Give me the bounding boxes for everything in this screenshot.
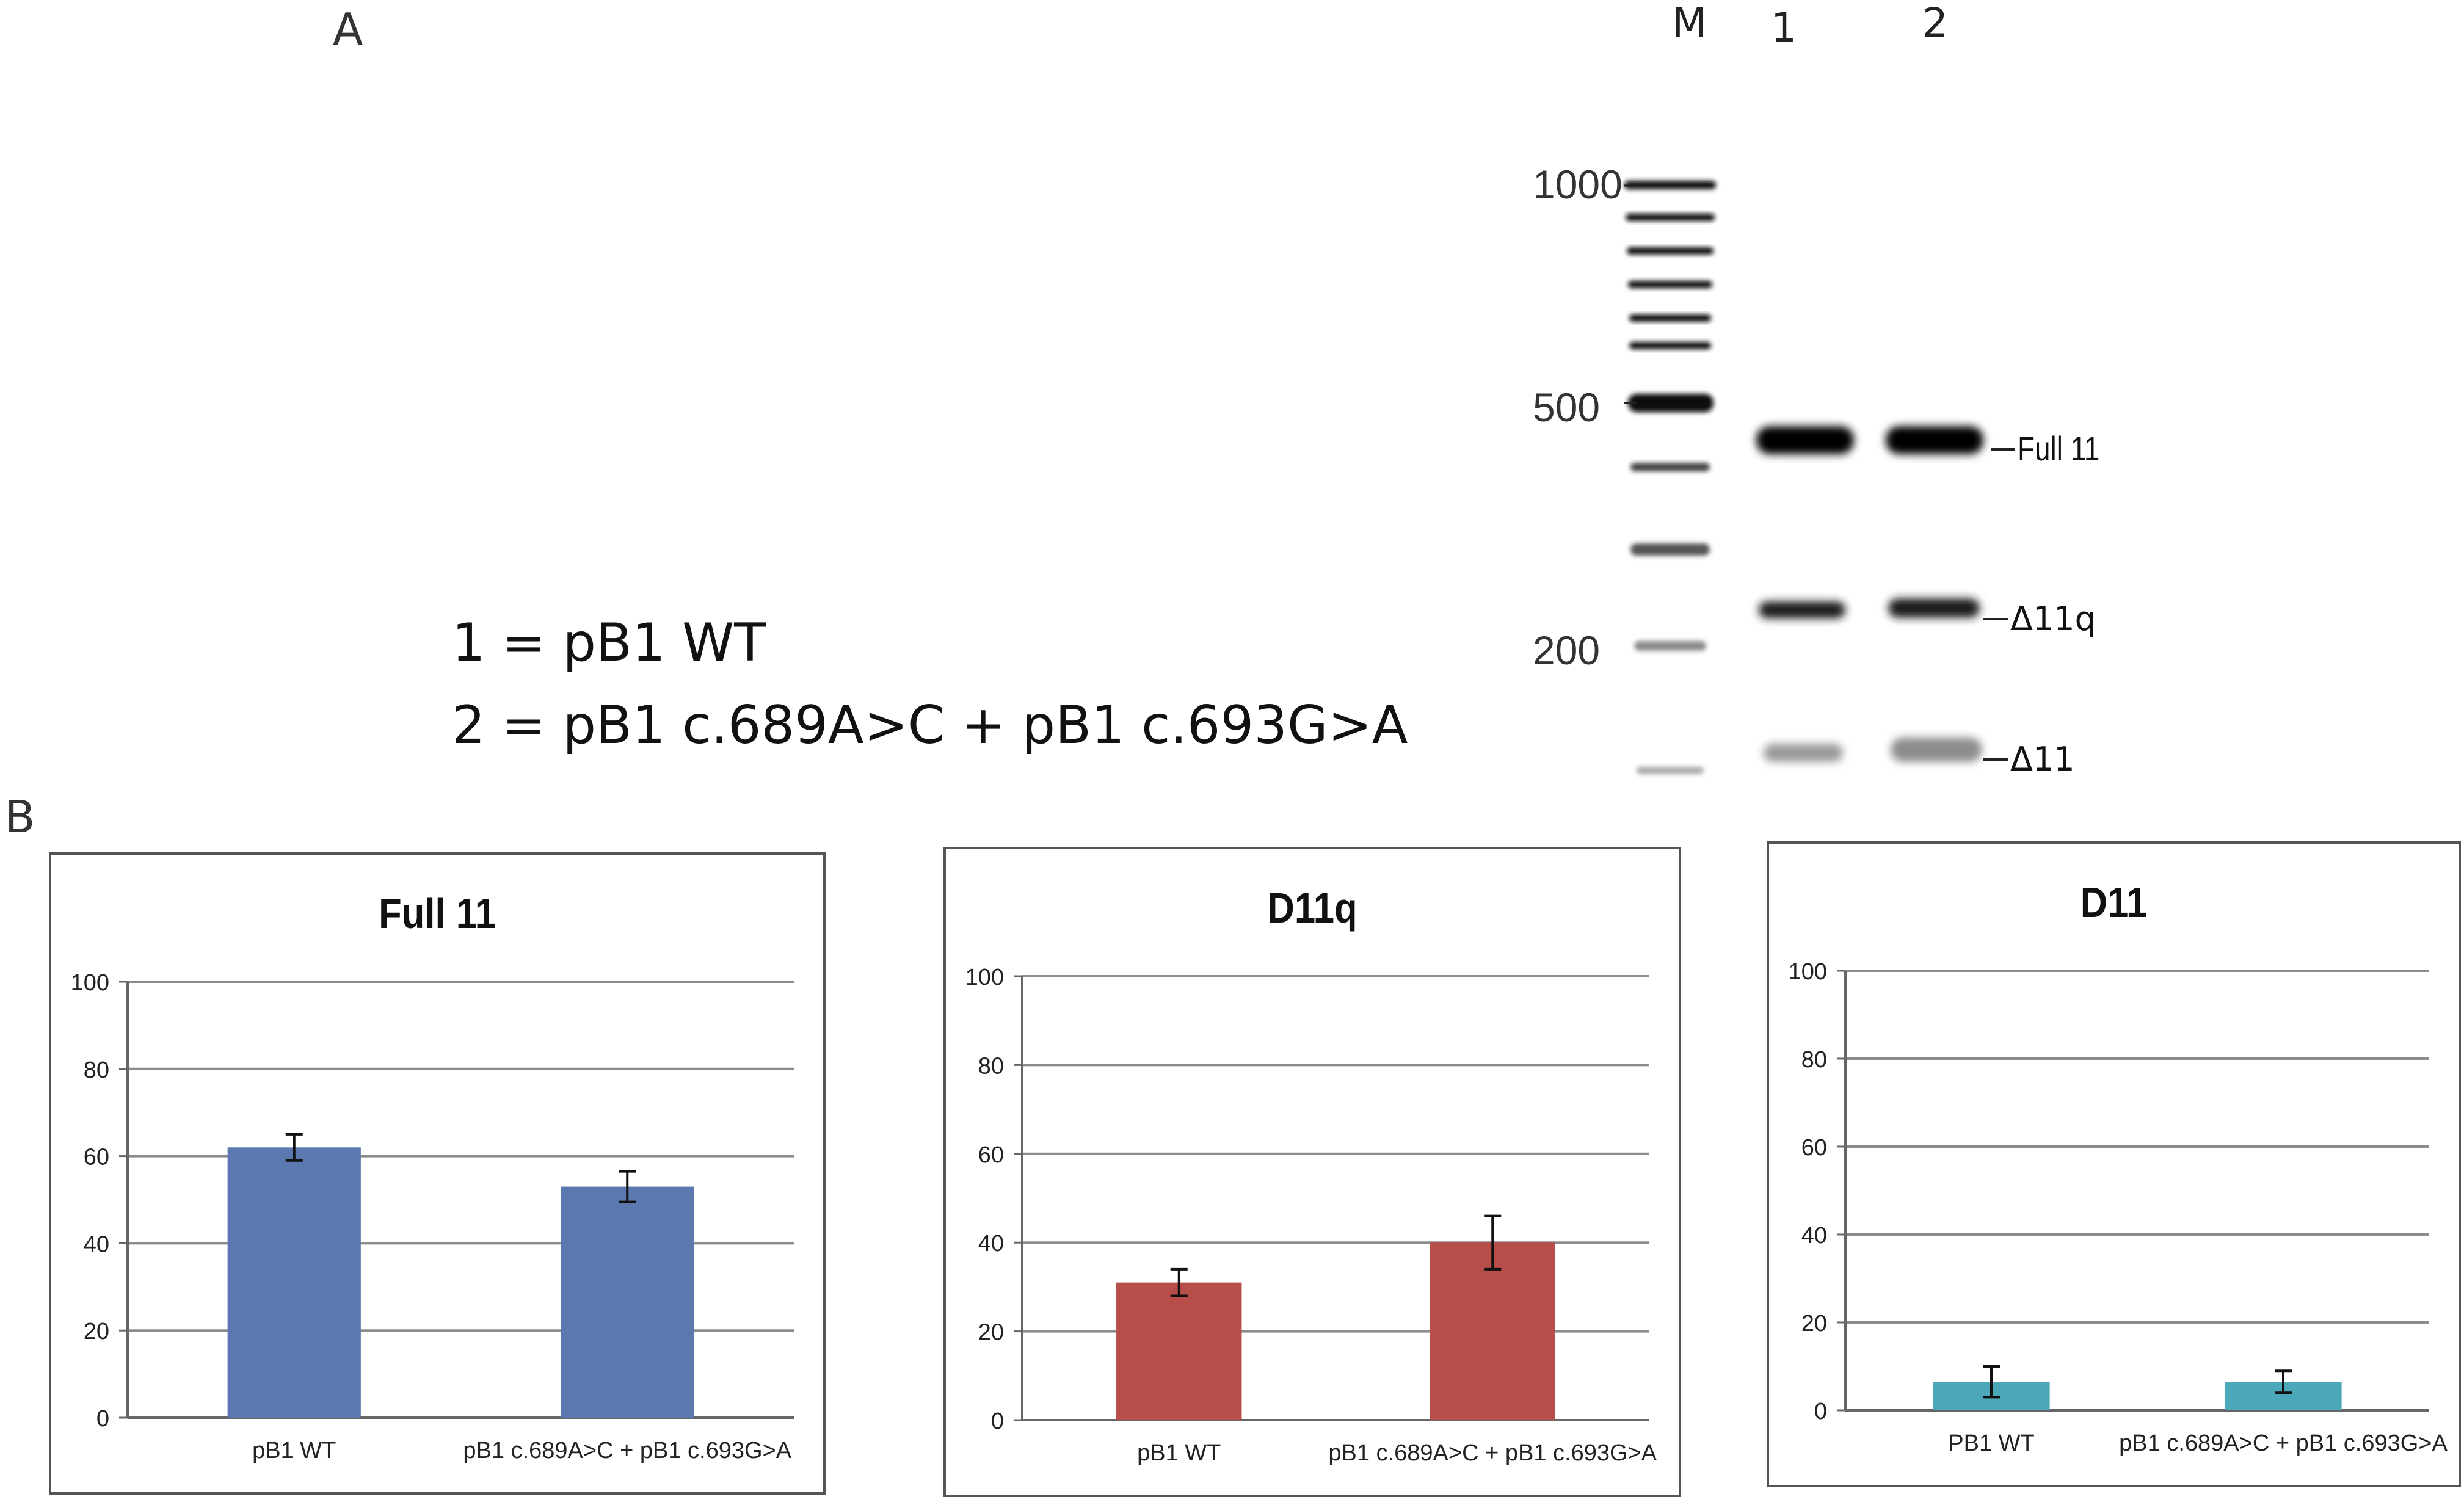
error-bar [1983,1365,2000,1399]
x-category-label: pB1 WT [252,1438,336,1463]
chart-d11: D11 0 20 40 60 80 100 PB1 WT pB1 c.689A>C + pB1 … [1767,841,2461,1487]
chart-d11q-svg: D11q 0 20 40 60 80 100 pB1 WT pB1 c.689A>C + pB1… [965,883,1657,1466]
gel-lane-label-2: 2 [1922,0,1948,46]
chart-full11: Full 11 0 20 40 60 80 100 pB1 WT pB1 c.689A>C + … [49,852,826,1495]
gel-lane-2 [1886,426,1983,762]
gel-band-label-d11q: Δ11q [2010,600,2096,638]
x-category-label: PB1 WT [1948,1431,2034,1456]
y-tick-label: 80 [1801,1047,1827,1073]
gel-ladder-lane [1624,181,1716,774]
error-bar [619,1170,636,1203]
x-category-label: pB1 c.689A>C + pB1 c.693G>A [1328,1440,1657,1466]
panel-label-a: A [333,4,363,55]
gel-marker-label-200: 200 [1533,628,1600,673]
chart-d11q: D11q 0 20 40 60 80 100 pB1 WT pB1 c.689A>C + pB1… [943,847,1681,1497]
chart-full11-svg: Full 11 0 20 40 60 80 100 pB1 WT pB1 c.689A>C + … [71,889,794,1463]
y-tick-label: 20 [978,1320,1004,1346]
y-tick-label: 100 [1789,959,1827,985]
chart-title: D11 [2081,878,2148,926]
gel-marker-label-1000: 1000 [1533,162,1623,207]
gel-image: M 1 2 1000 500 200 Full 11 Δ11q Δ11 [1533,0,2099,778]
y-tick-label: 40 [978,1231,1004,1257]
bar [227,1147,361,1418]
gel-lane-1 [1756,426,1854,762]
x-category-label: pB1 c.689A>C + pB1 c.693G>A [2119,1431,2448,1456]
chart-title: Full 11 [379,889,496,937]
y-tick-label: 40 [1801,1223,1827,1249]
y-tick-label: 0 [991,1409,1004,1434]
bar [1116,1282,1242,1420]
gel-band-label-d11: Δ11 [2010,740,2075,778]
error-bar [2275,1369,2292,1394]
panel-label-b: B [5,791,35,843]
error-bar [285,1133,303,1162]
y-tick-label: 100 [965,965,1004,990]
bar [561,1186,694,1418]
error-bar [1170,1267,1188,1297]
gel-lane-label-m: M [1672,0,1707,46]
gel-marker-label-500: 500 [1533,385,1600,430]
y-tick-label: 0 [96,1406,109,1432]
lane-legend-line-2: 2 = pB1 c.689A>C + pB1 c.693G>A [452,695,1408,756]
lane-legend-line-1: 1 = pB1 WT [452,612,766,673]
y-tick-label: 60 [978,1142,1004,1168]
y-tick-label: 80 [84,1057,109,1083]
y-tick-label: 100 [71,970,109,996]
y-tick-label: 20 [84,1319,109,1344]
y-tick-label: 60 [84,1145,109,1170]
chart-title: D11q [1267,883,1357,932]
y-tick-label: 60 [1801,1135,1827,1161]
gel-lane-label-1: 1 [1771,4,1797,51]
bar [1430,1242,1555,1420]
chart-d11-svg: D11 0 20 40 60 80 100 PB1 WT pB1 c.689A>C + pB1 … [1789,878,2448,1456]
error-bar [1484,1214,1502,1271]
y-tick-label: 20 [1801,1311,1827,1336]
y-tick-label: 40 [84,1231,109,1257]
x-category-label: pB1 WT [1137,1440,1221,1466]
y-tick-label: 0 [1814,1399,1827,1424]
gel-band-label-full11: Full 11 [2018,430,2099,468]
y-tick-label: 80 [978,1053,1004,1079]
x-category-label: pB1 c.689A>C + pB1 c.693G>A [463,1438,791,1463]
